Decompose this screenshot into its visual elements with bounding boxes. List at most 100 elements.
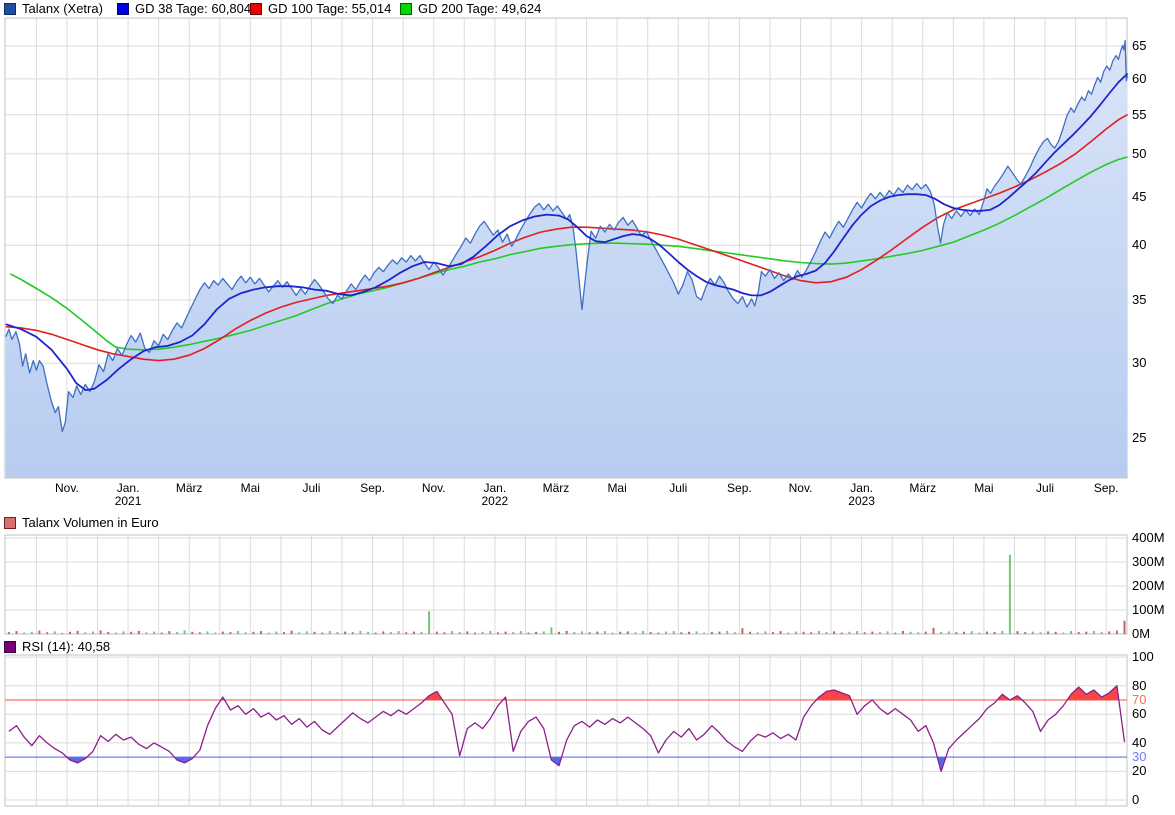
volume-bar <box>688 631 690 634</box>
volume-bar <box>703 632 706 634</box>
legend-item-rsi: RSI (14): 40,58 <box>4 639 110 654</box>
volume-axis-tick: 400M <box>1132 530 1165 545</box>
month-label: Mai <box>607 481 627 495</box>
volume-bar <box>46 632 49 634</box>
volume-bar <box>145 632 148 634</box>
volume-bar <box>947 631 950 634</box>
volume-bar <box>114 632 117 634</box>
volume-bar <box>389 632 392 634</box>
legend-label-talanx: Talanx (Xetra) <box>22 1 103 16</box>
volume-bar <box>481 631 484 634</box>
talanx-swatch-icon <box>4 2 16 15</box>
volume-bar <box>244 632 247 634</box>
volume-bar <box>496 632 499 634</box>
volume-bar <box>466 631 469 634</box>
legend-item-talanx: Talanx (Xetra) <box>4 1 103 16</box>
volume-bar <box>504 631 507 634</box>
volume-bar <box>198 632 201 634</box>
volume-bar <box>53 631 56 634</box>
volume-bar <box>802 631 805 634</box>
rsi-line <box>8 685 1126 773</box>
price-axis-tick: 50 <box>1132 145 1147 161</box>
volume-bar <box>756 632 759 634</box>
price-axis-tick: 35 <box>1132 292 1147 308</box>
volume-bar <box>69 631 71 634</box>
month-label: Juli <box>302 481 321 495</box>
month-label: Juli <box>669 481 688 495</box>
rsi-axis-tick: 40 <box>1132 734 1147 750</box>
volume-bar <box>374 632 377 634</box>
year-label: 2022 <box>481 494 509 508</box>
volume-bar <box>558 631 560 634</box>
volume-bar <box>710 632 713 634</box>
rsi-axis-tick: 70 <box>1132 692 1147 707</box>
volume-bar <box>474 632 476 634</box>
month-label: Sep. <box>360 481 385 495</box>
volume-bar <box>879 632 881 634</box>
volume-bar <box>321 632 324 634</box>
volume-bar <box>581 631 583 634</box>
volume-bar <box>978 632 981 634</box>
legend-label-gd100: GD 100 Tage: 55,014 <box>268 1 392 16</box>
gd200-swatch-icon <box>400 2 412 15</box>
gd38-line <box>5 72 1129 392</box>
volume-bar <box>428 611 431 634</box>
volume-bar <box>741 628 744 634</box>
volume-bar <box>909 631 912 634</box>
volume-bar <box>1031 631 1034 634</box>
price-axis-tick: 25 <box>1132 430 1147 446</box>
volume-bar <box>214 632 217 634</box>
volume-bar <box>955 632 958 634</box>
price-axis-tick: 55 <box>1132 106 1147 122</box>
volume-bar <box>420 631 423 634</box>
rsi-swatch-icon <box>4 640 16 653</box>
legend-item-volume: Talanx Volumen in Euro <box>4 515 159 530</box>
volume-bar <box>817 630 820 634</box>
rsi-axis-tick: 80 <box>1132 677 1147 693</box>
month-label: Mai <box>240 481 260 495</box>
volume-bar <box>443 632 446 634</box>
volume-bar <box>665 631 667 634</box>
volume-bar <box>451 631 454 634</box>
rsi-axis-tick: 60 <box>1132 706 1147 722</box>
volume-bar <box>626 631 629 634</box>
volume-bar <box>298 632 301 634</box>
volume-bar <box>137 630 140 634</box>
gd100-line <box>5 113 1128 362</box>
volume-bar <box>527 632 530 634</box>
month-label: Mai <box>974 481 994 495</box>
volume-bar <box>38 630 41 634</box>
volume-bar <box>397 631 400 634</box>
pane-border <box>4 654 1128 807</box>
volume-bar <box>99 630 102 634</box>
volume-bar <box>1123 620 1126 634</box>
volume-bar <box>512 632 515 634</box>
volume-bar <box>91 631 94 634</box>
volume-axis-tick: 0M <box>1132 626 1151 641</box>
volume-bar <box>30 631 33 634</box>
volume-bar <box>130 631 133 634</box>
volume-bar <box>825 632 828 634</box>
volume-bar <box>649 632 652 634</box>
month-label: Jan. <box>116 481 140 495</box>
volume-bar <box>206 631 209 634</box>
volume-bar <box>1062 632 1065 634</box>
volume-bar <box>183 630 186 634</box>
volume-bar <box>680 632 683 634</box>
volume-bar <box>313 631 316 634</box>
volume-bar <box>160 632 163 634</box>
volume-bar <box>237 630 240 634</box>
price-axis-tick: 30 <box>1132 355 1147 371</box>
volume-bar <box>61 632 64 634</box>
volume-bar <box>932 627 935 634</box>
legend-label-rsi: RSI (14): 40,58 <box>22 639 111 654</box>
month-label: März <box>542 481 570 495</box>
volume-bar <box>596 631 599 634</box>
volume-bar <box>940 632 943 634</box>
volume-bar <box>1077 632 1080 634</box>
gd100-swatch-icon <box>250 2 262 15</box>
volume-bar <box>412 631 415 634</box>
rsi-axis-tick: 100 <box>1132 649 1154 665</box>
volume-bar <box>252 631 255 634</box>
price-area-fill <box>5 40 1128 479</box>
